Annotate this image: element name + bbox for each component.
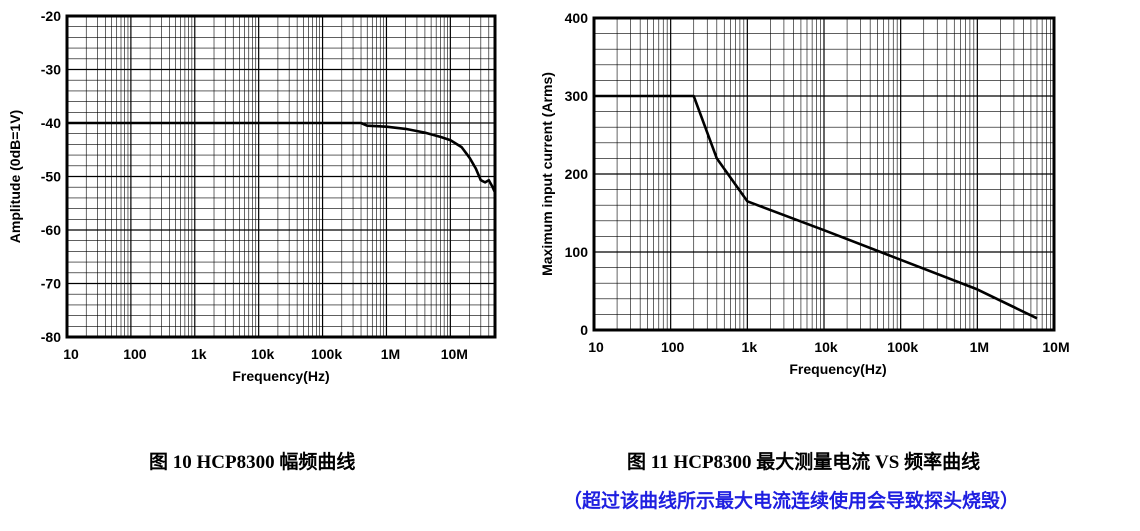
y-tick-label: -20 bbox=[41, 8, 61, 24]
y-tick-label: 300 bbox=[565, 88, 589, 104]
x-tick-label: 10k bbox=[814, 339, 838, 355]
x-tick-label: 1k bbox=[191, 346, 207, 362]
y-tick-label: -80 bbox=[41, 329, 61, 345]
y-axis-title: Amplitude (0dB=1V) bbox=[7, 110, 23, 243]
plot-frame bbox=[65, 14, 497, 339]
y-tick-label: -60 bbox=[41, 222, 61, 238]
x-tick-label: 10M bbox=[1042, 339, 1069, 355]
y-tick-label: 100 bbox=[565, 244, 589, 260]
x-tick-label: 100k bbox=[887, 339, 918, 355]
x-tick-label: 10 bbox=[588, 339, 604, 355]
plot-frame bbox=[592, 16, 1056, 332]
y-axis-title: Maximum input current (Arms) bbox=[539, 72, 555, 276]
data-series-line bbox=[67, 121, 497, 194]
x-tick-label: 100k bbox=[311, 346, 342, 362]
data-series-line bbox=[594, 94, 1038, 320]
x-axis-title: Frequency(Hz) bbox=[232, 368, 329, 384]
x-tick-label: 10 bbox=[63, 346, 79, 362]
max-current-frequency-chart: 10 100 1k 10k 100k 1M 10M 0 100 200 300 400 Frequenc… bbox=[539, 10, 1070, 377]
x-tick-label: 100 bbox=[123, 346, 147, 362]
x-tick-label: 100 bbox=[661, 339, 685, 355]
figure-10-caption: 图 10 HCP8300 幅频曲线 bbox=[149, 452, 356, 473]
y-tick-label: -70 bbox=[41, 276, 61, 292]
y-tick-label: -50 bbox=[41, 169, 61, 185]
y-tick-label: 200 bbox=[565, 166, 589, 182]
overcurrent-warning: （超过该曲线所示最大电流连续使用会导致探头烧毁） bbox=[563, 491, 1020, 512]
amplitude-frequency-chart: 10 100 1k 10k 100k 1M 10M -20 -30 -40 -50 -60 -70 -80… bbox=[7, 8, 497, 384]
x-tick-label: 1M bbox=[970, 339, 989, 355]
y-tick-label: -40 bbox=[41, 115, 61, 131]
x-tick-label: 10k bbox=[251, 346, 275, 362]
x-tick-label: 10M bbox=[441, 346, 468, 362]
y-tick-label: 0 bbox=[580, 322, 588, 338]
x-tick-label: 1M bbox=[381, 346, 400, 362]
x-axis-title: Frequency(Hz) bbox=[789, 361, 886, 377]
figure-11-caption: 图 11 HCP8300 最大测量电流 VS 频率曲线 bbox=[627, 452, 981, 473]
y-tick-label: -30 bbox=[41, 62, 61, 78]
y-tick-label: 400 bbox=[565, 10, 589, 26]
x-tick-label: 1k bbox=[742, 339, 758, 355]
